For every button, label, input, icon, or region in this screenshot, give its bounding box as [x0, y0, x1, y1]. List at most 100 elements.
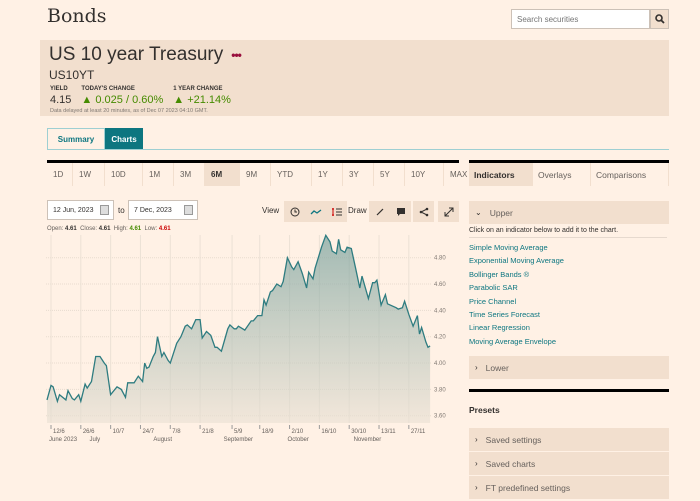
preset-label: Saved charts	[485, 458, 536, 469]
range-9m[interactable]: 9M	[240, 163, 271, 186]
y-tick-label: 4.60	[434, 282, 446, 288]
x-tick-label: 27/11	[411, 429, 426, 435]
high-label: High:	[113, 226, 128, 232]
tab-indicators[interactable]: Indicators	[469, 163, 533, 186]
view-label: View	[262, 206, 280, 215]
panel-tabs: Indicators Overlays Comparisons	[469, 163, 669, 186]
month-label: October	[288, 437, 309, 443]
preset-toggle[interactable]: › Saved charts	[469, 452, 669, 475]
tab-summary[interactable]: Summary	[47, 128, 105, 150]
divider	[47, 149, 669, 150]
arrow-up-icon: ▲	[81, 94, 93, 106]
upper-label: Upper	[489, 207, 513, 218]
tab-comparisons[interactable]: Comparisons	[591, 163, 669, 186]
x-tick-label: 12/6	[53, 429, 65, 435]
chart-type-button[interactable]	[305, 201, 326, 222]
yield-value: 4.15	[50, 94, 72, 106]
preset-toggle[interactable]: › FT predefined settings	[469, 476, 669, 499]
indicator-link[interactable]: Bollinger Bands ®	[469, 269, 530, 279]
indicator-link[interactable]: Time Series Forecast	[469, 310, 540, 319]
search-button[interactable]	[650, 9, 669, 29]
month-label: June 2023	[49, 437, 78, 443]
range-3m[interactable]: 3M	[174, 163, 205, 186]
security-stats: YIELD 4.15 TODAY'S CHANGE ▲ 0.025 / 0.60…	[50, 85, 231, 107]
x-tick-label: 5/9	[234, 429, 243, 435]
lower-label: Lower	[485, 362, 509, 373]
yield-label: YIELD	[50, 86, 68, 92]
yield-stat: YIELD 4.15	[50, 85, 71, 107]
preset-label: FT predefined settings	[485, 482, 571, 493]
y-tick-label: 4.40	[434, 308, 446, 314]
x-tick-label: 26/6	[83, 429, 95, 435]
draw-line-button[interactable]	[369, 201, 390, 222]
page-title: Bonds	[47, 5, 107, 27]
chevron-right-icon: ›	[475, 435, 478, 444]
divider	[469, 389, 669, 392]
year-change-value: +21.14%	[187, 94, 231, 106]
x-tick-label: 16/10	[321, 429, 337, 435]
preset-label: Saved settings	[485, 434, 542, 445]
range-1y[interactable]: 1Y	[312, 163, 343, 186]
divider	[469, 160, 669, 163]
low-value: 4.61	[158, 226, 171, 232]
indicator-link[interactable]: Parabolic SAR	[469, 283, 518, 293]
comment-icon	[396, 207, 405, 216]
date-to-value: 7 Dec, 2023	[134, 206, 172, 214]
time-button[interactable]	[284, 201, 305, 222]
range-1w[interactable]: 1W	[73, 163, 105, 186]
range-ytd[interactable]: YTD	[271, 163, 312, 186]
clock-icon	[290, 207, 299, 216]
search-icon	[654, 14, 665, 24]
share-icon	[419, 207, 428, 216]
calendar-icon[interactable]	[100, 205, 109, 215]
y-tick-label: 3.80	[434, 387, 446, 393]
open-value: 4.61	[65, 226, 77, 232]
draw-label: Draw	[348, 206, 367, 215]
lower-section-toggle[interactable]: › Lower	[469, 356, 669, 379]
indicator-link[interactable]: Simple Moving Average	[469, 243, 548, 252]
x-tick-label: 24/7	[142, 429, 154, 435]
range-3y[interactable]: 3Y	[343, 163, 374, 186]
month-label: August	[153, 437, 172, 443]
range-5y[interactable]: 5Y	[374, 163, 405, 186]
fullscreen-button[interactable]	[438, 201, 459, 222]
tab-overlays[interactable]: Overlays	[533, 163, 591, 186]
search-input[interactable]	[511, 9, 650, 29]
x-tick-label: 10/7	[113, 429, 125, 435]
date-from-input[interactable]: 12 Jun, 2023	[47, 200, 114, 220]
indicator-link[interactable]: Exponential Moving Average	[469, 256, 564, 266]
range-10y[interactable]: 10Y	[405, 163, 444, 186]
tab-charts[interactable]: Charts	[105, 128, 143, 150]
more-options-icon[interactable]: •••	[231, 48, 242, 62]
indicator-link[interactable]: Price Channel	[469, 296, 517, 306]
calendar-icon[interactable]	[184, 205, 193, 215]
preset-toggle[interactable]: › Saved settings	[469, 428, 669, 451]
range-1d[interactable]: 1D	[47, 163, 73, 186]
series-line	[46, 233, 431, 404]
y-tick-label: 4.80	[434, 256, 446, 262]
yield-chart[interactable]: 3.60 3.80 4.00 4.20 4.40 4.60 4.80 12/6 26/6 10/7…	[40, 233, 460, 445]
indicator-link[interactable]: Linear Regression	[469, 323, 530, 333]
indicator-link[interactable]: Moving Average Envelope	[469, 336, 557, 346]
x-tick-label: 7/8	[172, 429, 181, 435]
share-button[interactable]	[413, 201, 434, 222]
chevron-down-icon: ⌄	[475, 208, 482, 217]
x-tick-label: 18/9	[262, 429, 274, 435]
indicators-button[interactable]	[326, 201, 347, 222]
y-tick-label: 3.60	[434, 414, 446, 420]
range-10d[interactable]: 10D	[105, 163, 143, 186]
y-tick-label: 4.00	[434, 361, 446, 367]
todays-change-value: 0.025 / 0.60%	[95, 94, 164, 106]
annotation-button[interactable]	[390, 201, 411, 222]
y-tick-label: 4.20	[434, 335, 446, 341]
upper-section-toggle[interactable]: ⌄ Upper	[469, 201, 669, 224]
open-label: Open:	[47, 226, 64, 232]
indicator-instruction: Click on an indicator below to add it to…	[469, 227, 667, 238]
pen-line-icon	[376, 208, 383, 215]
security-name: US 10 year Treasury	[49, 44, 224, 65]
todays-change-label: TODAY'S CHANGE	[81, 86, 135, 92]
range-6m[interactable]: 6M	[205, 163, 240, 186]
date-to-input[interactable]: 7 Dec, 2023	[128, 200, 198, 220]
date-to-label: to	[118, 206, 125, 215]
range-1m[interactable]: 1M	[143, 163, 174, 186]
